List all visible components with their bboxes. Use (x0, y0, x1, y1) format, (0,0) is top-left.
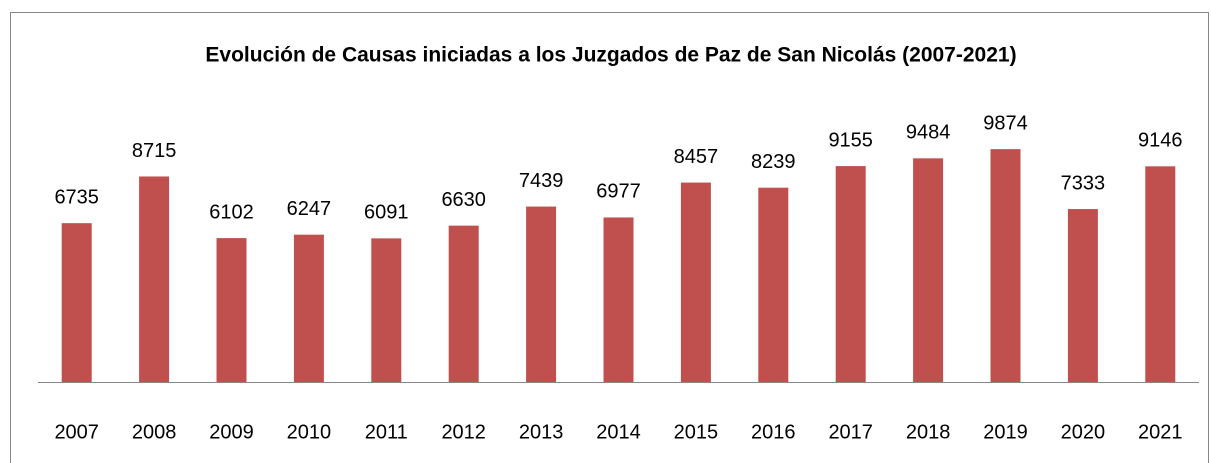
x-tick-label: 2010 (287, 421, 332, 443)
data-label: 6247 (287, 198, 332, 220)
data-label: 6091 (364, 202, 409, 224)
bar (293, 234, 324, 382)
bar (835, 166, 866, 382)
data-label: 9484 (906, 122, 951, 144)
x-tick-label: 2021 (1138, 421, 1183, 443)
x-tick-label: 2013 (519, 421, 564, 443)
x-tick-label: 2012 (441, 421, 486, 443)
bar (448, 225, 479, 382)
x-tick-label: 2015 (674, 421, 719, 443)
bar (526, 206, 557, 382)
x-tick-label: 2014 (596, 421, 641, 443)
x-tick-label: 2011 (365, 421, 408, 443)
data-label: 9146 (1138, 130, 1183, 152)
x-tick-label: 2017 (828, 421, 873, 443)
bar (61, 223, 92, 382)
data-label: 8239 (751, 151, 796, 173)
data-label: 6977 (596, 181, 641, 203)
x-tick-label: 2008 (132, 421, 177, 443)
x-tick-label: 2007 (54, 421, 99, 443)
data-label: 7439 (519, 170, 564, 192)
bar (990, 149, 1021, 382)
data-label: 9874 (983, 112, 1028, 134)
bar (1067, 209, 1098, 382)
data-label: 6102 (209, 201, 254, 223)
data-label: 8715 (132, 140, 177, 162)
chart-frame (10, 12, 1209, 463)
bar (680, 182, 711, 382)
x-tick-label: 2019 (983, 421, 1028, 443)
x-tick-label: 2020 (1061, 421, 1106, 443)
x-tick-label: 2009 (209, 421, 254, 443)
data-label: 7333 (1061, 172, 1106, 194)
bar (758, 187, 789, 382)
x-tick-label: 2016 (751, 421, 796, 443)
data-label: 6630 (441, 189, 486, 211)
bar (913, 158, 944, 382)
x-tick-label: 2018 (906, 421, 951, 443)
bar (139, 176, 170, 382)
data-label: 9155 (828, 129, 873, 151)
bar (603, 217, 634, 382)
bar (216, 238, 247, 382)
data-label: 6735 (54, 186, 99, 208)
data-label: 8457 (674, 146, 719, 168)
bar (371, 238, 402, 382)
bar (1145, 166, 1176, 382)
chart-title: Evolución de Causas iniciadas a los Juzg… (205, 44, 1016, 67)
